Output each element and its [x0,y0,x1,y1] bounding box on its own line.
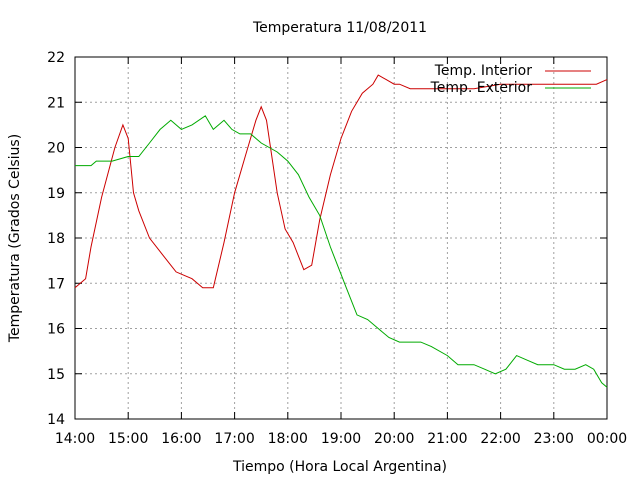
legend-label-temp-interior: Temp. Interior [434,63,533,79]
x-tick-label: 17:00 [214,431,254,447]
x-tick-label: 00:00 [587,431,627,447]
x-tick-label: 15:00 [108,431,148,447]
y-tick-label: 22 [47,50,65,66]
x-tick-label: 18:00 [268,431,308,447]
x-axis-label: Tiempo (Hora Local Argentina) [232,459,447,475]
y-tick-label: 20 [47,141,65,157]
chart-title: Temperatura 11/08/2011 [252,20,427,36]
y-tick-label: 16 [47,322,65,338]
axis-ticks: 14 15 16 17 18 19 20 21 22 14:00 15:00 16:00 17:00 18… [47,50,627,447]
y-tick-label: 14 [47,412,65,428]
y-tick-label: 15 [47,367,65,383]
x-tick-label: 16:00 [161,431,201,447]
x-tick-label: 23:00 [534,431,574,447]
y-tick-label: 17 [47,276,65,292]
y-tick-label: 19 [47,186,65,202]
x-tick-label: 20:00 [374,431,414,447]
legend-label-temp-exterior: Temp. Exterior [430,80,533,96]
series-line-temp-interior [74,74,608,289]
x-tick-label: 14:00 [55,431,95,447]
series-line-temp-exterior [75,115,608,388]
x-tick-label: 21:00 [427,431,467,447]
series-lines [74,74,608,388]
y-tick-label: 18 [47,231,65,247]
x-tick-label: 22:00 [480,431,520,447]
grid-lines [75,57,607,419]
y-axis-label: Temperatura (Grados Celsius) [7,134,23,343]
x-tick-label: 19:00 [321,431,361,447]
y-tick-label: 21 [47,95,65,111]
